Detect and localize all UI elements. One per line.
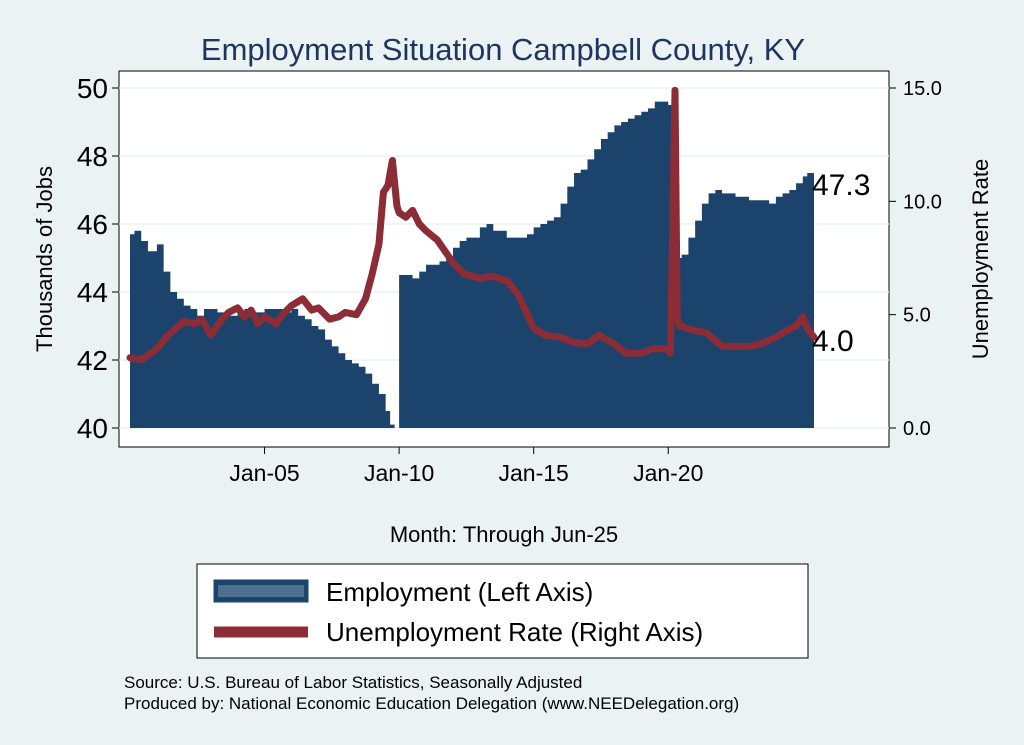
axes: 40 42 44 46 48 50 0.0 5.0 10.0 15.0 Jan-05 Jan-10 Ja… — [77, 73, 942, 486]
x-tick-label: Jan-05 — [229, 460, 299, 486]
end-label-employment: 47.3 — [812, 169, 870, 202]
x-tick-label: Jan-10 — [364, 460, 434, 486]
y-right-tick-label: 5.0 — [903, 305, 931, 327]
y-left-tick-label: 50 — [77, 73, 108, 104]
y-left-tick-label: 44 — [77, 277, 108, 308]
legend-swatch-employment-inner — [218, 585, 304, 597]
source-note: Source: U.S. Bureau of Labor Statistics,… — [124, 673, 582, 692]
x-tick-label: Jan-15 — [499, 460, 569, 486]
x-tick-label: Jan-20 — [633, 460, 703, 486]
unemployment-line — [126, 86, 818, 364]
x-axis-label: Month: Through Jun-25 — [390, 522, 618, 547]
y-right-tick-label: 10.0 — [903, 191, 942, 213]
end-label-unemployment: 4.0 — [812, 325, 854, 358]
y-left-tick-label: 40 — [77, 413, 108, 444]
y-left-tick-label: 46 — [77, 209, 108, 240]
unemployment-line-layer — [126, 86, 818, 364]
legend: Employment (Left Axis) Unemployment Rate… — [196, 563, 809, 659]
employment-area-layer — [130, 101, 814, 428]
legend-label-employment: Employment (Left Axis) — [326, 577, 593, 607]
legend-label-unemployment: Unemployment Rate (Right Axis) — [326, 617, 703, 647]
producer-note: Produced by: National Economic Education… — [124, 694, 739, 713]
chart-title: Employment Situation Campbell County, KY — [201, 32, 805, 67]
y-right-tick-label: 15.0 — [903, 78, 942, 100]
y-left-tick-label: 48 — [77, 141, 108, 172]
y-right-tick-label: 0.0 — [903, 418, 931, 440]
y-axis-label-left: Thousands of Jobs — [32, 166, 57, 352]
employment-area — [130, 101, 814, 428]
y-axis-label-right: Unemployment Rate — [968, 159, 993, 360]
y-left-tick-label: 42 — [77, 345, 108, 376]
